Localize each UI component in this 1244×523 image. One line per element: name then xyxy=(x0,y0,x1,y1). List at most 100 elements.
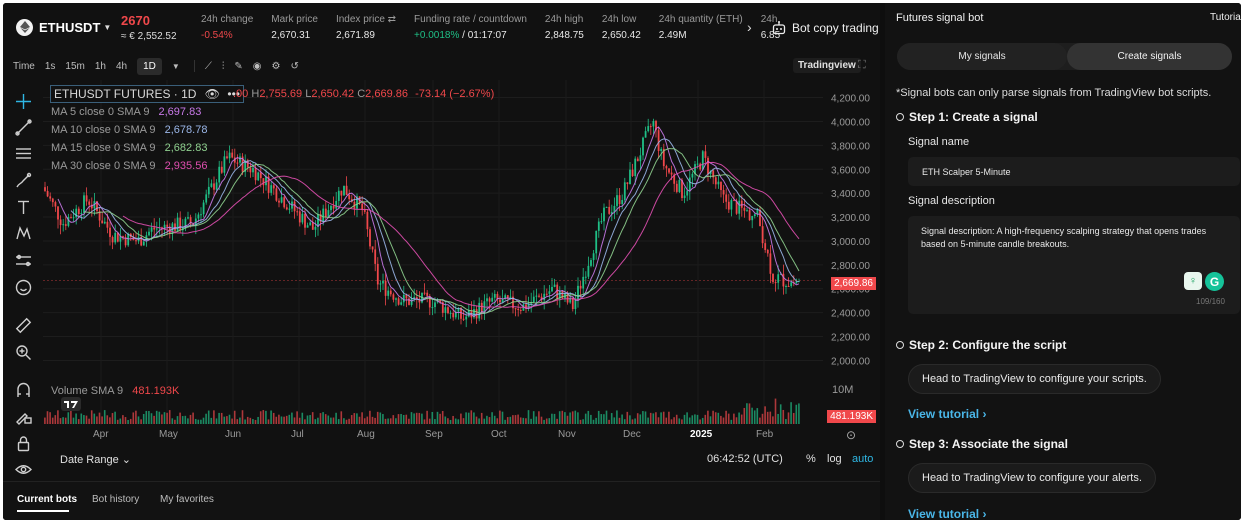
interval-1s[interactable]: 1s xyxy=(44,60,56,72)
lock-icon[interactable] xyxy=(13,433,33,453)
candle-body xyxy=(597,221,600,231)
candle-body xyxy=(759,209,761,227)
volume-bar xyxy=(350,415,353,424)
lock-drawings-icon[interactable] xyxy=(13,406,33,426)
emoji-icon[interactable] xyxy=(13,277,33,297)
tab-bot-history[interactable]: Bot history xyxy=(92,494,140,505)
volume-legend[interactable]: Volume SMA 9 481.193K xyxy=(51,385,180,397)
symbol-selector[interactable]: ETHUSDT ▼ xyxy=(3,18,121,36)
interval-1d[interactable]: 1D xyxy=(137,57,162,75)
tab-my-signals[interactable]: My signals xyxy=(897,43,1067,70)
ruler-icon[interactable] xyxy=(13,315,33,335)
candle-body xyxy=(491,297,494,302)
candle-body xyxy=(636,158,639,162)
percent-toggle[interactable]: % xyxy=(806,453,816,465)
ma-legend-30[interactable]: MA 30 close 0 SMA 9 2,935.56 xyxy=(51,160,208,172)
eye-icon[interactable]: 👁 xyxy=(204,87,221,101)
volume-bar xyxy=(421,413,423,424)
candle-body xyxy=(200,214,202,216)
tab-create-signals[interactable]: Create signals xyxy=(1067,43,1232,70)
ma-legend-5[interactable]: MA 5 close 0 SMA 9 2,697.83 xyxy=(51,106,202,118)
candle-body xyxy=(265,176,267,186)
brush-icon[interactable] xyxy=(13,170,33,190)
signal-description-field[interactable]: Signal description: A high-frequency sca… xyxy=(908,216,1240,314)
candle-body xyxy=(280,197,283,203)
volume-bar xyxy=(168,410,171,424)
crosshair-icon[interactable] xyxy=(13,91,33,111)
tab-my-favorites[interactable]: My favorites xyxy=(160,494,214,505)
interval-4h[interactable]: 4h xyxy=(116,60,128,72)
date-range-button[interactable]: Date Range ⌄ xyxy=(60,454,131,466)
view-tutorial-link[interactable]: View tutorial › xyxy=(908,407,987,421)
y-tick-label: 3,400.00 xyxy=(831,189,870,200)
volume-bar xyxy=(454,418,457,424)
eye-icon[interactable] xyxy=(13,459,33,479)
volume-bar xyxy=(709,416,712,424)
volume-bar xyxy=(675,414,678,424)
pencil-icon[interactable]: ✎ xyxy=(234,60,243,72)
tutorial-link[interactable]: Tutorial xyxy=(1210,12,1241,23)
view-tutorial-link[interactable]: View tutorial › xyxy=(908,507,987,520)
compare-icon[interactable]: ⫶ xyxy=(221,60,225,72)
volume-bar xyxy=(371,416,374,424)
divider xyxy=(193,60,195,72)
volume-bar xyxy=(668,411,670,424)
interval-1h[interactable]: 1h xyxy=(94,60,106,72)
grammarly-icon[interactable]: G xyxy=(1205,272,1224,291)
volume-bar xyxy=(733,413,735,424)
snapshot-icon[interactable]: ◉ xyxy=(252,60,262,72)
configure-script-pill[interactable]: Head to TradingView to configure your sc… xyxy=(908,364,1161,394)
more-icon[interactable]: ••• xyxy=(227,87,240,101)
volume-bar xyxy=(740,414,743,424)
tab-current-bots[interactable]: Current bots xyxy=(17,494,77,505)
grammar-check-icon[interactable]: ♀ xyxy=(1184,272,1202,290)
trend-line-icon[interactable] xyxy=(13,117,33,137)
settings-icon[interactable]: ⚙ xyxy=(271,60,281,72)
candle-body xyxy=(696,163,699,165)
configure-alerts-pill[interactable]: Head to TradingView to configure your al… xyxy=(908,463,1156,493)
candle-body xyxy=(298,211,301,223)
reset-icon[interactable]: ⊙ xyxy=(846,428,857,442)
ma-legend-10[interactable]: MA 10 close 0 SMA 9 2,678.78 xyxy=(51,124,208,136)
signal-name-field[interactable]: ETH Scalper 5-Minute xyxy=(908,157,1240,186)
chevron-right-icon[interactable]: › xyxy=(747,19,752,35)
expand-icon[interactable]: ⛶ xyxy=(858,59,866,71)
bot-copy-trading-button[interactable]: Bot copy trading xyxy=(771,20,879,36)
zoom-in-icon[interactable] xyxy=(13,342,33,362)
text-icon[interactable] xyxy=(13,197,33,217)
volume-bar xyxy=(631,419,634,424)
interval-dropdown-icon[interactable]: ▼ xyxy=(171,61,180,71)
candle-body xyxy=(88,201,91,205)
volume-bar xyxy=(506,417,509,424)
pattern-icon[interactable] xyxy=(13,223,33,243)
volume-bar xyxy=(314,419,317,424)
horizontal-lines-icon[interactable] xyxy=(13,143,33,163)
chart-symbol-header[interactable]: ETHUSDT FUTURES · 1D 👁 ••• xyxy=(50,85,244,103)
volume-bar xyxy=(148,411,150,424)
volume-bar xyxy=(153,415,155,424)
volume-bar xyxy=(171,418,174,424)
signal-mode-switch: My signals Create signals xyxy=(897,43,1232,70)
auto-toggle[interactable]: auto xyxy=(852,453,874,465)
candle-body xyxy=(140,236,143,246)
candle-body xyxy=(746,210,748,212)
tradingview-toggle[interactable]: Tradingview xyxy=(793,58,861,73)
magnet-icon[interactable] xyxy=(13,380,33,400)
volume-bar xyxy=(792,412,795,424)
volume-bar xyxy=(558,411,561,424)
measure-range-icon[interactable] xyxy=(13,250,33,270)
chart-toolbar: Time 1s 15m 1h 4h 1D ▼ ⟋ ⫶ ✎ ◉ ⚙ ↺ xyxy=(3,53,880,79)
interval-15m[interactable]: 15m xyxy=(65,60,85,72)
candle-body xyxy=(543,293,546,301)
utc-clock[interactable]: 06:42:52 (UTC) xyxy=(707,453,783,465)
ma-legend-15[interactable]: MA 15 close 0 SMA 9 2,682.83 xyxy=(51,142,208,154)
undo-icon[interactable]: ↺ xyxy=(290,60,299,72)
candle-body xyxy=(655,120,657,131)
indicators-icon[interactable]: ⟋ xyxy=(204,60,212,72)
candle-body xyxy=(124,237,127,246)
price-chart[interactable]: 4,200.00 4,000.00 3,800.00 3,600.00 3,400.00… xyxy=(43,80,880,443)
volume-bar xyxy=(358,416,361,424)
volume-bar xyxy=(701,417,704,424)
log-toggle[interactable]: log xyxy=(827,453,842,465)
candle-body xyxy=(795,281,798,284)
